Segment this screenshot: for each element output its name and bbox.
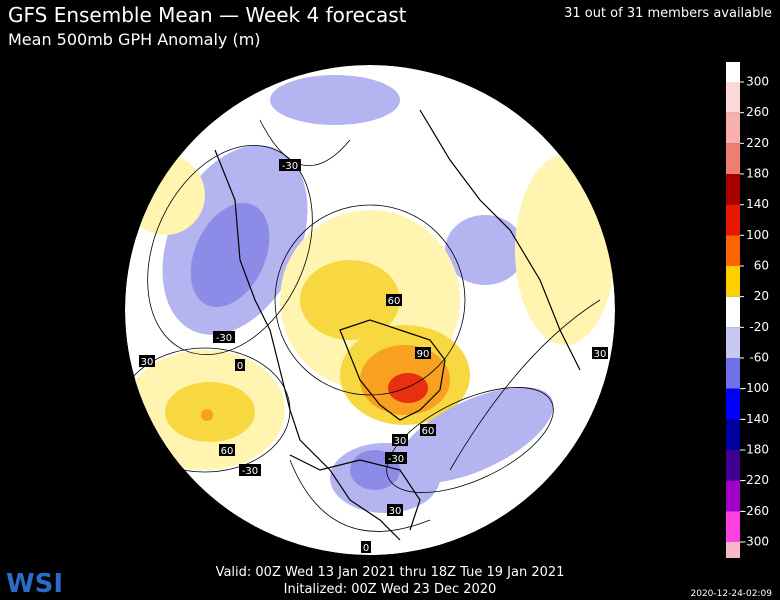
contour-labels: -30 60 -30 0 30 90 60 30 60 -30 -30 30 0… bbox=[139, 159, 608, 554]
anomaly bbox=[396, 387, 554, 483]
colorbar: 300 260 220 180 140 100 60 20 -20 -60 -100 -140 -180… bbox=[726, 62, 769, 558]
anomaly bbox=[270, 75, 400, 125]
colorbar-label: 300 bbox=[746, 75, 769, 89]
colorbar-swatch bbox=[726, 296, 740, 328]
contour-label: 90 bbox=[417, 349, 430, 360]
contour-label: 60 bbox=[422, 426, 435, 437]
contour-label: -30 bbox=[216, 333, 232, 344]
colorbar-swatch bbox=[726, 542, 740, 558]
colorbar-swatch bbox=[726, 112, 740, 144]
colorbar-label: 180 bbox=[746, 167, 769, 181]
colorbar-label: -20 bbox=[749, 320, 769, 334]
colorbar-label: 60 bbox=[754, 259, 769, 273]
contour-label: 30 bbox=[394, 436, 407, 447]
timestamp: 2020-12-24-02:09 bbox=[691, 589, 773, 599]
anomaly bbox=[515, 155, 615, 345]
title: GFS Ensemble Mean — Week 4 forecast bbox=[8, 3, 407, 27]
contour-label: -30 bbox=[282, 161, 298, 172]
logo: WSI bbox=[6, 569, 63, 599]
colorbar-swatch bbox=[726, 143, 740, 174]
anomaly bbox=[190, 203, 270, 307]
colorbar-swatch bbox=[726, 266, 740, 297]
contour-label: -30 bbox=[242, 466, 258, 477]
colorbar-label: -140 bbox=[742, 412, 769, 426]
colorbar-swatch bbox=[726, 480, 740, 512]
contour-label: -30 bbox=[388, 454, 404, 465]
colorbar-swatch bbox=[726, 450, 740, 481]
colorbar-label: 220 bbox=[746, 136, 769, 150]
contour-label: 30 bbox=[594, 349, 607, 360]
anomaly bbox=[300, 260, 400, 340]
colorbar-label: -220 bbox=[742, 473, 769, 487]
members: 31 out of 31 members available bbox=[564, 6, 772, 21]
colorbar-label: 140 bbox=[746, 197, 769, 211]
contour-label: 0 bbox=[363, 543, 369, 554]
colorbar-swatch bbox=[726, 62, 740, 82]
init-time: Initalized: 00Z Wed 23 Dec 2020 bbox=[284, 582, 497, 597]
contour-label: 30 bbox=[389, 506, 402, 517]
contour-label: 60 bbox=[221, 446, 234, 457]
colorbar-swatch bbox=[726, 82, 740, 113]
anomaly bbox=[445, 215, 525, 285]
colorbar-label: -180 bbox=[742, 443, 769, 457]
colorbar-swatch bbox=[726, 419, 740, 450]
valid-time: Valid: 00Z Wed 13 Jan 2021 thru 18Z Tue … bbox=[216, 565, 565, 580]
anomaly bbox=[388, 373, 428, 403]
colorbar-swatch bbox=[726, 358, 740, 389]
colorbar-swatch bbox=[726, 511, 740, 542]
colorbar-swatch bbox=[726, 174, 740, 205]
colorbar-label: 20 bbox=[754, 289, 769, 303]
colorbar-label: -100 bbox=[742, 381, 769, 395]
colorbar-swatch bbox=[726, 235, 740, 266]
map bbox=[125, 65, 615, 555]
colorbar-label: -260 bbox=[742, 504, 769, 518]
coastlines bbox=[214, 109, 581, 541]
colorbar-swatch bbox=[726, 327, 740, 358]
colorbar-label: 100 bbox=[746, 228, 769, 242]
colorbar-swatch bbox=[726, 388, 740, 420]
colorbar-swatch bbox=[726, 204, 740, 236]
colorbar-label: 260 bbox=[746, 105, 769, 119]
contour-label: 0 bbox=[237, 361, 243, 372]
subtitle: Mean 500mb GPH Anomaly (m) bbox=[8, 30, 261, 49]
colorbar-label: -60 bbox=[749, 351, 769, 365]
contours bbox=[125, 119, 601, 532]
colorbar-label: -300 bbox=[742, 535, 769, 549]
contour-label: 60 bbox=[388, 296, 401, 307]
anomaly bbox=[201, 409, 213, 421]
contour-label: 30 bbox=[141, 357, 154, 368]
